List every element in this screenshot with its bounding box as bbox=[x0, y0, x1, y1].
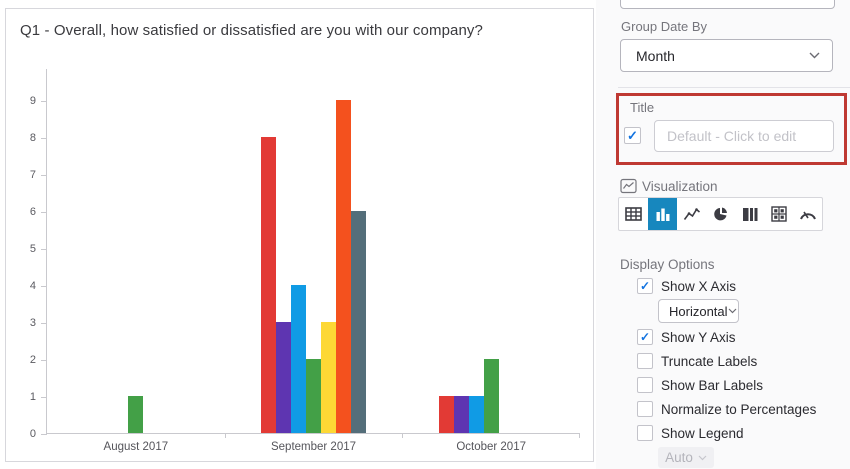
x-axis-tick bbox=[579, 433, 580, 438]
show-y-axis-checkbox[interactable] bbox=[637, 329, 653, 345]
chart-panel: Q1 - Overall, how satisfied or dissatisf… bbox=[5, 8, 594, 462]
bar-red bbox=[438, 396, 454, 433]
y-axis-tick bbox=[41, 285, 47, 287]
section-divider bbox=[618, 87, 850, 88]
chart-question-title: Q1 - Overall, how satisfied or dissatisf… bbox=[20, 22, 483, 39]
bar-gray bbox=[351, 211, 366, 433]
bar-yellow bbox=[321, 322, 336, 433]
x-axis-tick bbox=[224, 433, 226, 438]
x-axis-orientation-select[interactable]: Horizontal bbox=[658, 299, 739, 323]
normalize-to-percentages-label: Normalize to Percentages bbox=[661, 402, 817, 417]
chevron-down-icon bbox=[728, 308, 736, 314]
viz-bar-chart-icon[interactable] bbox=[648, 198, 677, 230]
cropped-top-select[interactable] bbox=[620, 0, 835, 9]
show-x-axis-checkbox[interactable] bbox=[637, 278, 653, 294]
y-axis-tick-label: 8 bbox=[29, 132, 36, 144]
display-options-label: Display Options bbox=[620, 257, 715, 272]
x-axis-orientation-value: Horizontal bbox=[669, 303, 728, 319]
truncate-labels-label: Truncate Labels bbox=[661, 354, 758, 369]
show-bar-labels-label: Show Bar Labels bbox=[661, 378, 764, 393]
y-axis-tick-label: 7 bbox=[29, 169, 36, 181]
bar-blue bbox=[291, 285, 306, 433]
plot-area: 0 1 2 3 4 5 6 7 8 9 August 2017 September 2017 Octob… bbox=[30, 69, 580, 453]
show-legend-label: Show Legend bbox=[661, 426, 744, 441]
truncate-labels-checkbox[interactable] bbox=[637, 353, 653, 369]
bar-green bbox=[128, 396, 144, 433]
viz-line-chart-icon[interactable] bbox=[677, 198, 706, 230]
x-axis-tick bbox=[402, 433, 404, 438]
title-section-label: Title bbox=[630, 100, 655, 115]
normalize-to-percentages-checkbox[interactable] bbox=[637, 401, 653, 417]
show-legend-checkbox[interactable] bbox=[637, 425, 653, 441]
x-axis-label: October 2017 bbox=[456, 441, 526, 453]
bar-orange bbox=[336, 100, 351, 433]
chevron-down-icon bbox=[809, 52, 820, 59]
bar-green bbox=[306, 359, 321, 433]
viz-pie-chart-icon[interactable] bbox=[706, 198, 735, 230]
bar-purple bbox=[276, 322, 291, 433]
show-y-axis-label: Show Y Axis bbox=[661, 330, 736, 345]
viz-table-icon[interactable] bbox=[619, 198, 648, 230]
y-axis-tick bbox=[41, 100, 47, 102]
x-axis-label: September 2017 bbox=[270, 441, 357, 453]
viz-gauge-icon[interactable] bbox=[793, 198, 822, 230]
y-axis-tick bbox=[41, 322, 47, 324]
visualization-toolbar bbox=[618, 197, 823, 231]
group-date-by-label: Group Date By bbox=[621, 19, 707, 34]
y-axis-tick bbox=[41, 211, 47, 213]
title-input[interactable] bbox=[654, 120, 834, 152]
y-axis-tick bbox=[41, 174, 47, 176]
y-axis-tick-label: 2 bbox=[29, 354, 36, 366]
viz-matrix-table-icon[interactable] bbox=[764, 198, 793, 230]
show-x-axis-label: Show X Axis bbox=[661, 279, 737, 294]
y-axis-tick-label: 3 bbox=[29, 317, 36, 329]
y-axis-tick-label: 5 bbox=[29, 243, 36, 255]
group-date-by-select[interactable]: Month bbox=[620, 39, 833, 72]
y-axis-tick bbox=[41, 396, 47, 398]
visualization-label: Visualization bbox=[642, 179, 718, 194]
bar-blue bbox=[468, 396, 484, 433]
show-bar-labels-checkbox[interactable] bbox=[637, 377, 653, 393]
y-axis-tick-label: 1 bbox=[29, 391, 36, 403]
title-checkbox[interactable] bbox=[624, 127, 641, 144]
x-axis-label: August 2017 bbox=[103, 441, 169, 453]
y-axis-tick-label: 9 bbox=[29, 95, 36, 107]
visualization-thumbnail-icon bbox=[620, 178, 637, 194]
bar-green bbox=[483, 359, 499, 433]
bar-red bbox=[261, 137, 276, 433]
y-axis-tick-label: 6 bbox=[29, 206, 36, 218]
y-axis-tick bbox=[41, 137, 47, 139]
y-axis-tick bbox=[41, 248, 47, 250]
legend-position-select[interactable]: Auto bbox=[658, 447, 714, 468]
y-axis-tick-label: 0 bbox=[29, 428, 36, 440]
group-date-by-value: Month bbox=[636, 47, 675, 64]
highlight-annotation-box bbox=[616, 93, 847, 165]
viz-side-by-side-bars-icon[interactable] bbox=[735, 198, 764, 230]
legend-position-value: Auto bbox=[665, 450, 693, 465]
y-axis-tick bbox=[41, 359, 47, 361]
bar-purple bbox=[453, 396, 469, 433]
chevron-down-icon bbox=[698, 455, 707, 460]
y-axis-tick-label: 4 bbox=[29, 280, 36, 292]
y-axis-tick bbox=[41, 433, 47, 435]
